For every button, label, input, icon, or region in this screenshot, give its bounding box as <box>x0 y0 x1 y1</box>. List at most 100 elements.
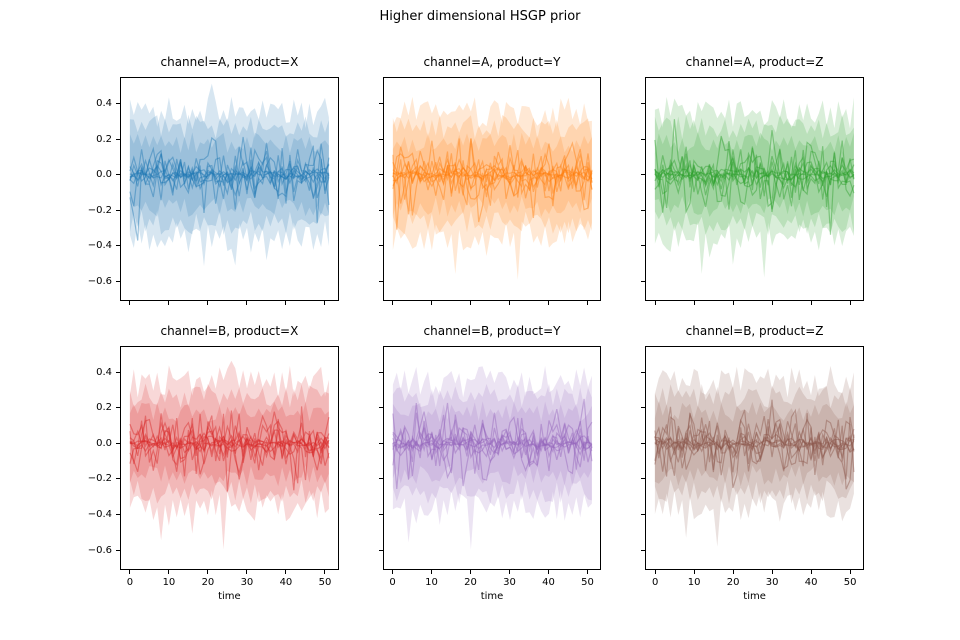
x-tick-mark <box>324 300 326 305</box>
subplot-canvas <box>391 365 593 549</box>
hdi-band <box>392 96 592 280</box>
hdi-band <box>655 383 855 504</box>
x-tick-label: 40 <box>804 576 818 588</box>
y-tick-mark <box>378 174 383 176</box>
sample-trace <box>129 410 330 480</box>
sample-trace <box>129 153 330 201</box>
y-tick-mark <box>641 138 646 140</box>
x-tick-mark <box>849 300 851 305</box>
x-tick-mark <box>810 569 812 574</box>
hdi-band <box>129 401 329 486</box>
y-tick-label: −0.6 <box>87 544 112 556</box>
x-tick-label: 40 <box>279 576 293 588</box>
x-tick-mark <box>849 569 851 574</box>
y-tick-mark <box>116 407 120 409</box>
y-tick-mark <box>116 513 120 515</box>
hdi-band <box>392 383 592 504</box>
y-tick-mark <box>378 478 383 480</box>
sample-trace <box>654 155 855 196</box>
hdi-band <box>392 114 592 235</box>
sample-trace <box>392 143 593 204</box>
x-tick-label: 0 <box>651 576 659 588</box>
sample-trace <box>654 164 855 186</box>
x-tick-label: 20 <box>726 576 740 588</box>
y-tick-label: 0.0 <box>96 437 112 449</box>
sample-trace <box>654 428 855 459</box>
sample-trace <box>654 435 855 454</box>
sample-trace <box>391 398 593 489</box>
x-axis-label: time <box>218 590 241 602</box>
hdi-band <box>129 383 329 504</box>
y-tick-mark <box>378 407 383 409</box>
x-tick-mark <box>168 569 170 574</box>
sample-trace <box>391 412 592 479</box>
y-tick-label: −0.6 <box>87 275 112 287</box>
sample-trace <box>655 433 855 453</box>
sample-trace <box>654 149 855 212</box>
y-tick-mark <box>641 280 646 282</box>
x-tick-mark <box>246 300 248 305</box>
subplot-canvas <box>391 96 593 280</box>
x-tick-mark <box>587 569 589 574</box>
subplot-title: channel=B, product=Y <box>423 323 561 338</box>
y-tick-mark <box>116 280 120 282</box>
hdi-band <box>392 365 592 549</box>
x-tick-mark <box>470 569 472 574</box>
x-axis-label: time <box>480 590 504 602</box>
x-tick-mark <box>810 300 812 305</box>
sample-trace <box>391 411 593 481</box>
x-tick-mark <box>324 569 326 574</box>
x-tick-mark <box>431 569 433 574</box>
sample-trace <box>654 129 855 208</box>
y-tick-mark <box>116 102 120 104</box>
y-tick-mark <box>378 102 383 104</box>
x-tick-label: 50 <box>843 576 857 588</box>
sample-trace <box>392 419 593 467</box>
y-tick-mark <box>641 478 646 480</box>
sample-trace <box>391 148 593 200</box>
y-tick-mark <box>378 209 383 211</box>
sample-trace <box>129 146 330 204</box>
subplot-canvas <box>654 96 855 278</box>
subplot-title: channel=A, product=Y <box>423 54 561 69</box>
y-tick-mark <box>116 442 120 444</box>
y-tick-mark <box>116 174 120 176</box>
x-tick-mark <box>470 300 472 305</box>
axes-frame <box>645 345 864 570</box>
x-tick-label: 0 <box>389 576 396 588</box>
x-tick-mark <box>129 569 131 574</box>
x-tick-mark <box>732 300 734 305</box>
sample-trace <box>391 152 593 194</box>
hdi-band <box>129 114 329 235</box>
sample-trace <box>129 166 330 186</box>
sample-trace <box>129 429 330 458</box>
hdi-band <box>655 365 855 547</box>
sample-trace <box>129 157 330 197</box>
axes-frame <box>120 345 339 570</box>
x-tick-label: 40 <box>542 576 555 588</box>
x-tick-mark <box>509 300 511 305</box>
x-tick-mark <box>285 569 287 574</box>
y-tick-mark <box>641 102 646 104</box>
x-tick-mark <box>771 300 773 305</box>
subplot-title: channel=A, product=X <box>160 54 299 69</box>
x-tick-mark <box>732 569 734 574</box>
x-tick-mark <box>129 300 131 305</box>
y-tick-label: 0.4 <box>96 366 112 378</box>
x-tick-label: 20 <box>201 576 215 588</box>
y-tick-label: −0.2 <box>87 204 112 216</box>
hdi-band <box>655 132 855 217</box>
sample-trace <box>654 118 855 235</box>
y-tick-mark <box>641 442 646 444</box>
sample-trace <box>654 147 855 197</box>
sample-trace <box>391 161 593 192</box>
sample-trace <box>129 413 330 466</box>
sample-trace <box>129 158 330 190</box>
x-tick-mark <box>392 300 394 305</box>
x-tick-mark <box>168 300 170 305</box>
sample-trace <box>391 146 593 216</box>
sample-trace <box>391 433 592 454</box>
sample-trace <box>654 169 855 182</box>
x-tick-label: 30 <box>503 576 516 588</box>
